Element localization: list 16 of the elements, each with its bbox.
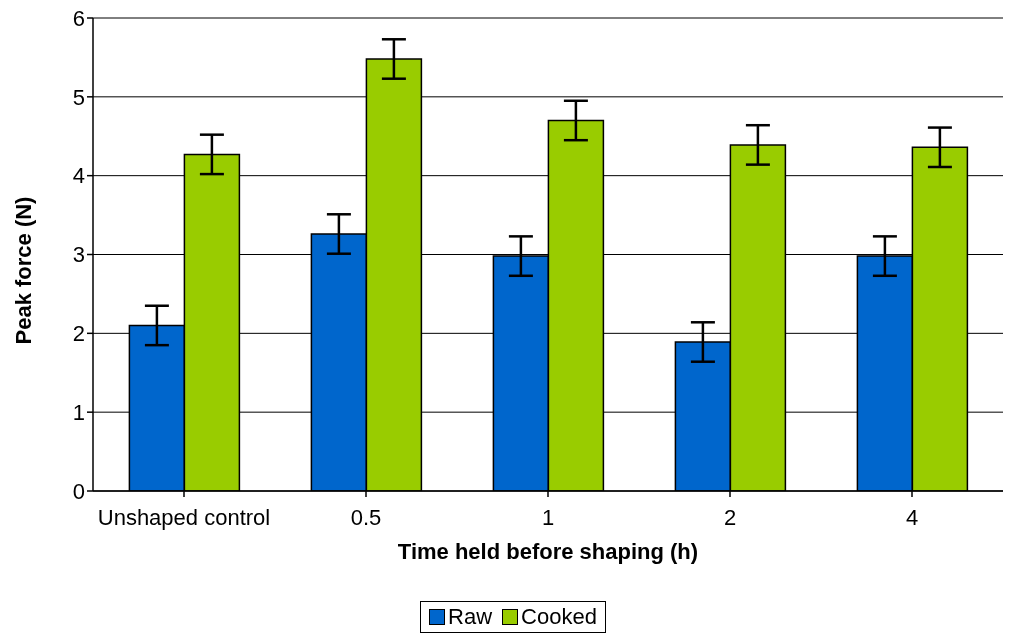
- y-tick-label: 5: [72, 84, 85, 110]
- y-axis-title: Peak force (N): [10, 196, 36, 345]
- x-tick-label: Unshaped control: [97, 504, 271, 530]
- y-tick-label: 2: [72, 321, 85, 347]
- y-tick-label: 1: [72, 399, 85, 425]
- x-tick-label: 2: [723, 504, 737, 530]
- y-tick-label: 3: [72, 242, 85, 268]
- x-tick-label: 4: [905, 504, 919, 530]
- y-tick-label: 0: [72, 478, 85, 504]
- y-tick-label: 4: [72, 163, 85, 189]
- legend-label: Cooked: [520, 604, 597, 630]
- legend-label: Raw: [447, 604, 493, 630]
- x-tick-label: 0.5: [350, 504, 382, 530]
- x-tick-label: 1: [541, 504, 555, 530]
- y-tick-label: 6: [72, 5, 85, 31]
- x-axis-title: Time held before shaping (h): [397, 539, 699, 564]
